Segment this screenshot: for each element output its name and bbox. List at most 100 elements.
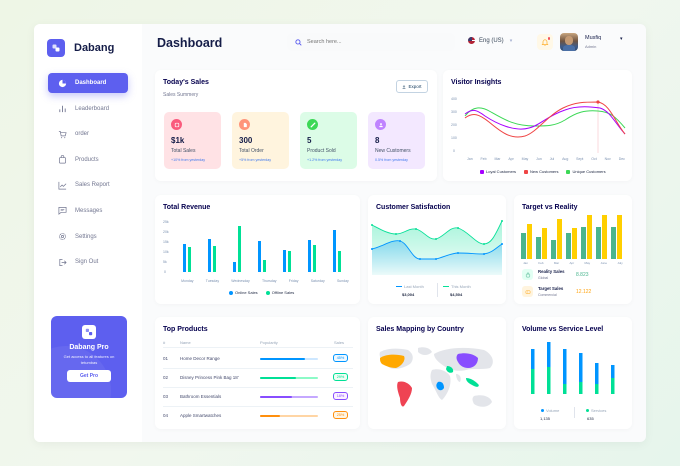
column-header: Name [180,340,191,345]
services-value: 635 [587,416,594,421]
product-name: Apple Smartwatches [180,413,222,418]
sidebar-item-dashboard[interactable]: Dashboard [48,73,128,93]
target-vs-reality-card: Target vs Reality Jan Feb Mar Apr May Ju… [514,195,632,304]
sidebar-item-label: Dashboard [75,80,107,86]
column-header: Sales [334,340,345,345]
y-tick: 20k [163,230,169,234]
target-sales-row: Target Sales Commercial [522,286,563,297]
legend-divider [574,407,575,418]
volume-value: 1,135 [540,416,551,421]
sales-badge: 45% [333,354,348,362]
card-title: Volume vs Service Level [522,326,604,333]
logo[interactable]: Dabang [47,39,114,57]
legend-item-last-month[interactable]: Last Month [396,284,424,289]
card-title: Visitor Insights [451,79,502,86]
user-name: Musfiq [585,35,602,41]
x-tick: Friday [288,279,299,283]
legend-item[interactable]: Unique Customers [566,169,606,174]
sign-out-icon [58,258,67,267]
legend-item[interactable]: Loyal Customers [480,169,516,174]
x-tick: Wednesday [231,279,250,283]
y-tick: 0 [453,149,455,153]
x-tick: Tuesday [205,279,220,283]
x-tick: Oct [591,157,597,161]
sidebar-item-messages[interactable]: Messages [48,201,128,221]
x-tick: May [584,261,591,265]
search-bar[interactable] [287,33,455,51]
stat-label: New Customers [375,148,411,154]
x-tick: Jan [467,157,473,161]
export-label: Export [408,84,422,89]
stat-value: $1k [171,136,185,145]
popularity-bar [260,358,318,360]
get-pro-button[interactable]: Get Pro [67,370,111,382]
product-name: Home Decor Range [180,356,220,361]
legend-item-this-month[interactable]: This Month [443,284,471,289]
legend-item-volume[interactable]: Volume [541,408,559,413]
legend-item[interactable]: Offline Sales [265,290,294,295]
product-name: Bathroom Essentials [180,394,222,399]
y-tick: 0 [164,270,166,274]
export-button[interactable]: Export [396,80,428,93]
export-icon [403,84,406,89]
x-tick: Thursday [261,279,277,283]
stat-card-new-customers: 8 New Customers 0.5% from yesterday [368,112,425,169]
chart-legend: Online Sales Offline Sales [229,290,302,295]
reality-sales-row: Reality Sales Global [522,269,565,280]
sidebar-item-label: Products [75,156,99,163]
legend-item[interactable]: Online Sales [229,290,258,295]
ticket-icon [522,286,533,297]
search-icon [295,38,302,46]
card-title: Target vs Reality [522,204,578,211]
sidebar-item-settings[interactable]: Settings [48,227,128,247]
target-vs-reality-chart [521,215,622,259]
column-header: Popularity [260,340,278,345]
volume-service-card: Volume vs Service Level Volume 1,135 Ser… [514,317,632,429]
x-tick: June [600,261,608,265]
row-sub: Global [538,275,549,280]
todays-sales-card: Today's Sales Sales Summery Export $1k T… [155,70,437,181]
notification-button[interactable] [537,34,553,50]
sidebar-item-label: Sign Out [75,259,99,266]
divider [163,347,353,348]
user-menu-chevron-icon[interactable]: ▾ [620,36,623,42]
stat-card-total-sales: $1k Total Sales +10% from yesterday [164,112,221,169]
search-input[interactable] [307,39,437,45]
gear-icon [58,232,67,241]
row-label: Target Sales [538,286,564,292]
x-axis: Monday Tuesday Wednesday Thursday Friday… [175,279,355,283]
x-tick: Apr [569,261,575,265]
sidebar-item-label: order [75,131,90,138]
sidebar-item-products[interactable]: Products [48,150,128,170]
popularity-bar [260,396,318,398]
add-user-icon [375,119,386,130]
language-selector[interactable]: Eng (US) ▾ [468,37,512,44]
sidebar-nav: Dashboard Leaderboard order Products Sal… [48,73,128,278]
brand-name: Dabang [74,42,115,54]
visitor-insights-chart [464,100,626,153]
promo-description: Get access to all features on tetumbas [63,354,115,365]
sidebar-item-sign-out[interactable]: Sign Out [48,252,128,272]
column-header: # [163,340,166,345]
stat-label: Product Sold [307,148,336,154]
stat-value: 8 [375,136,380,145]
avatar[interactable] [560,33,578,51]
card-title: Total Revenue [163,204,211,211]
card-title: Customer Satisfaction [376,204,451,211]
divider [163,406,353,407]
sidebar-item-sales-report[interactable]: Sales Report [48,175,128,195]
sidebar-item-leaderboard[interactable]: Leaderboard [48,99,128,119]
x-tick: Saturday [310,279,325,283]
reality-sales-value: 8.823 [576,272,589,278]
legend-item[interactable]: New Customers [524,169,558,174]
x-tick: Mar [553,261,560,265]
sidebar-item-order[interactable]: order [48,124,128,144]
rank: 01 [163,356,169,361]
sidebar-item-label: Sales Report [75,182,110,189]
customer-satisfaction-chart [371,220,503,275]
y-tick: 100 [451,136,457,140]
y-tick: 25k [163,220,169,224]
rank: 04 [163,413,169,418]
legend-item-services[interactable]: Services [586,408,606,413]
stat-card-product-sold: 5 Product Sold +1.2% from yesterday [300,112,357,169]
